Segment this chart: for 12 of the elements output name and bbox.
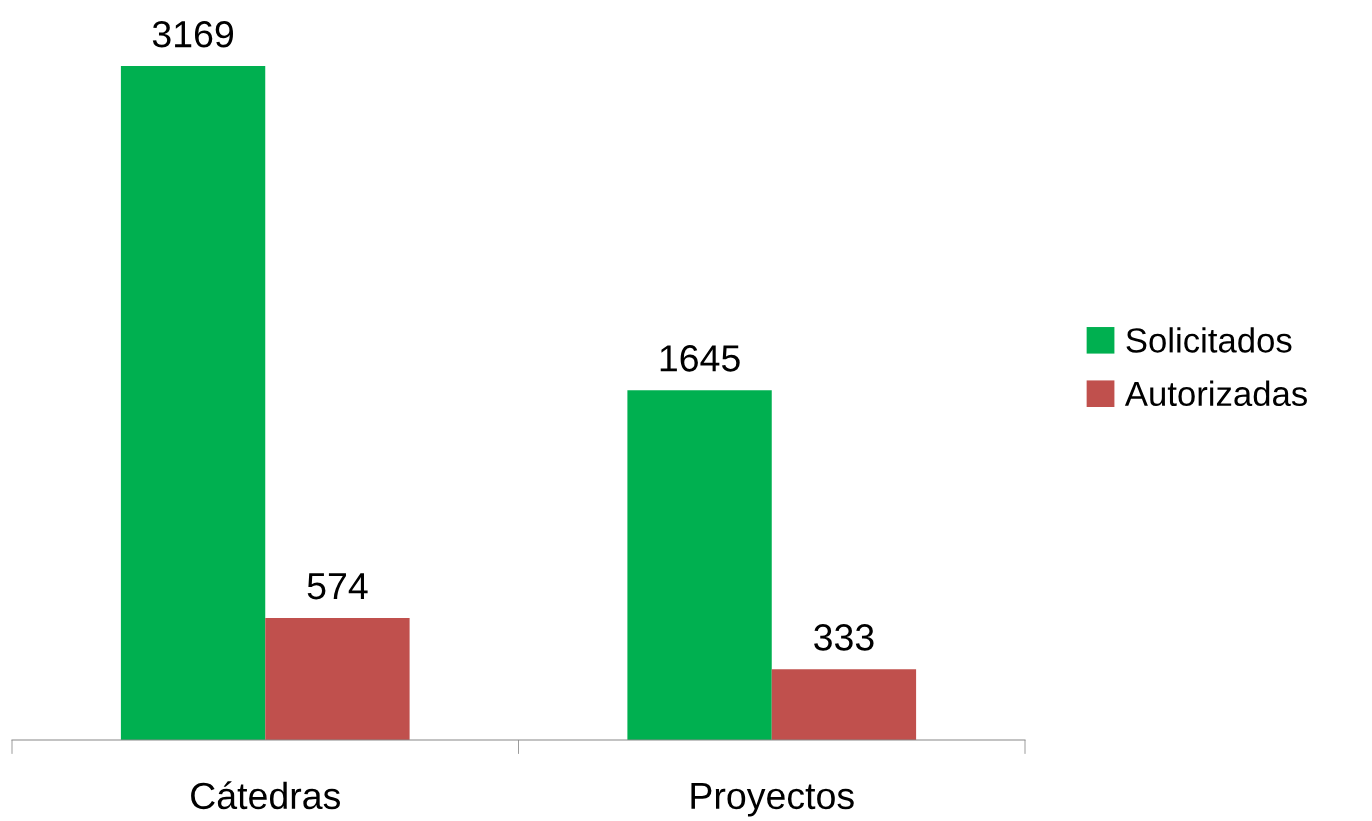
legend-label: Solicitados	[1126, 327, 1292, 353]
x-tick-label: Cátedras	[191, 781, 340, 810]
legend-label: Autorizadas	[1124, 380, 1307, 407]
bar	[120, 66, 266, 740]
bar	[771, 669, 917, 740]
x-tick-label: Proyectos	[691, 783, 854, 817]
data-label: 333	[814, 624, 874, 651]
bar	[265, 617, 410, 740]
bar	[627, 390, 772, 740]
data-label: 1645	[660, 345, 740, 372]
data-label: 3169	[152, 20, 234, 48]
data-label: 574	[307, 573, 368, 600]
